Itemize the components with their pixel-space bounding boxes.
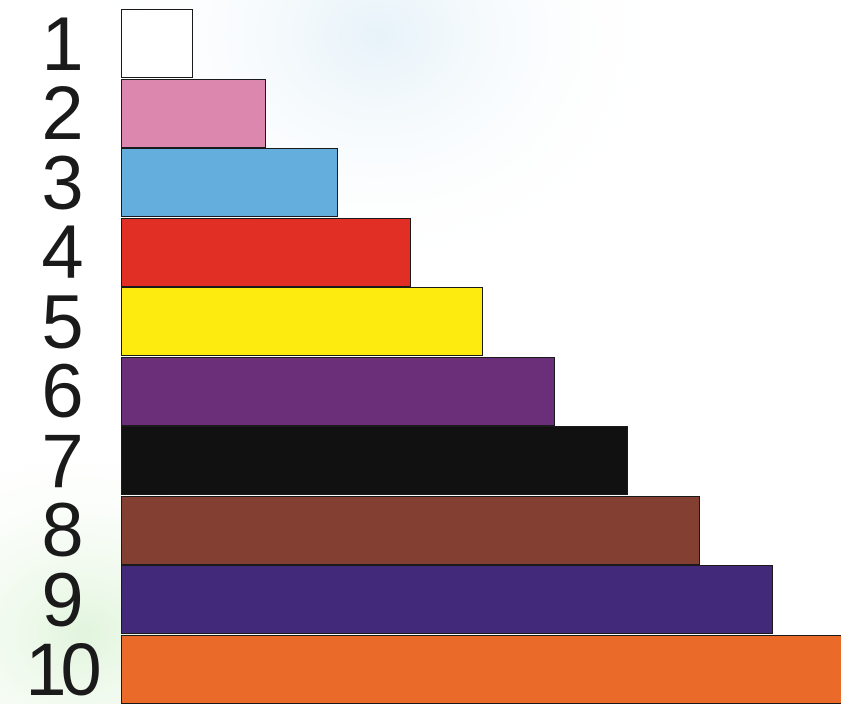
rod-number-label: 6 xyxy=(41,349,83,434)
rod-4 xyxy=(121,217,411,287)
rod-1 xyxy=(121,9,194,78)
rod-number-label: 4 xyxy=(41,210,83,295)
rod-number-label: 5 xyxy=(41,279,83,365)
rod-2 xyxy=(121,78,266,148)
rod-8 xyxy=(121,495,701,565)
rod-10 xyxy=(121,634,841,704)
rod-number-label: 3 xyxy=(41,140,83,226)
rod-9 xyxy=(121,565,773,634)
rod-number-label: 10 xyxy=(25,628,101,711)
rod-6 xyxy=(121,356,556,426)
rod-3 xyxy=(121,148,339,217)
rod-number-label: 2 xyxy=(41,71,83,156)
rod-number-label: 7 xyxy=(41,418,83,504)
rod-number-label: 9 xyxy=(41,557,83,643)
rod-7 xyxy=(121,426,628,495)
rod-5 xyxy=(121,287,483,356)
rod-number-label: 1 xyxy=(41,1,83,87)
rod-number-label: 8 xyxy=(41,488,83,573)
